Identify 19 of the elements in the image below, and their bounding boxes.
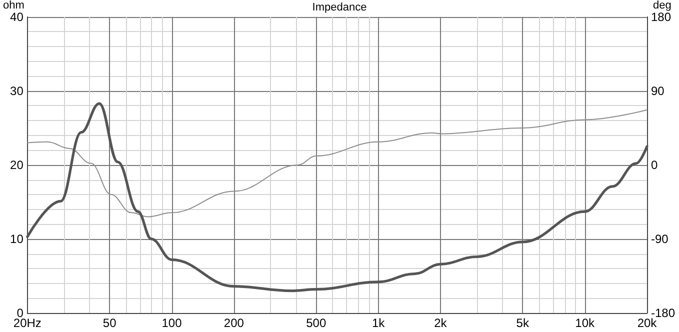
y2-tick-label: 180: [651, 10, 672, 24]
x-tick-label: 100: [162, 316, 182, 330]
y-tick-label: 10: [10, 232, 24, 246]
y-axis-title: ohm: [2, 0, 24, 12]
y2-tick-label: 90: [651, 84, 665, 98]
y-tick-label: 20: [10, 158, 24, 172]
x-tick-label: 2k: [434, 316, 448, 330]
x-tick-label: 200: [224, 316, 244, 330]
x-tick-label: 1k: [372, 316, 386, 330]
x-tick-label: 50: [102, 316, 117, 330]
y-tick-label: 40: [10, 10, 24, 24]
x-tick-label: 500: [306, 316, 326, 330]
x-tick-label: 10k: [575, 316, 596, 330]
y2-tick-label: 0: [651, 158, 658, 172]
x-tick-label: 5k: [516, 316, 530, 330]
y-tick-label: 30: [10, 84, 24, 98]
y2-tick-label: -90: [651, 232, 669, 246]
chart-title: Impedance: [312, 2, 367, 14]
y2-axis-title: deg: [653, 0, 672, 12]
